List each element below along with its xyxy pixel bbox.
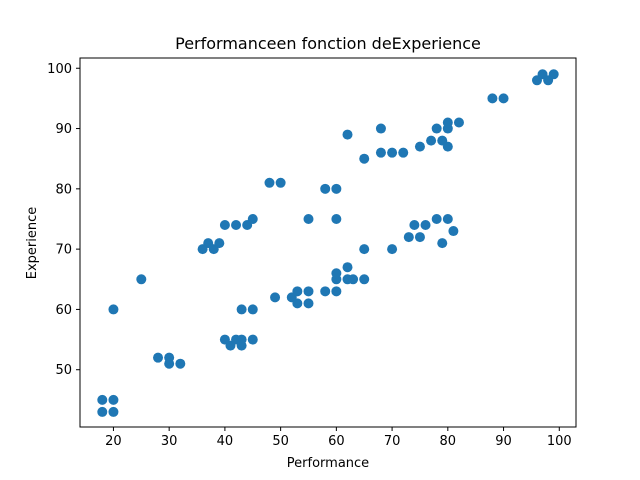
y-axis-label: Experience [25,207,40,280]
data-point [108,394,119,405]
data-point [292,286,303,297]
plot-frame [79,57,577,428]
data-point [409,220,420,231]
data-point [359,274,370,285]
x-axis-label: Performance [287,456,369,471]
data-point [153,352,164,363]
data-point [375,123,386,134]
y-tick-label: 100 [47,62,72,77]
data-point [108,406,119,417]
x-tick-label: 50 [272,434,289,449]
data-point [275,177,286,188]
data-point [214,238,225,249]
data-point [442,141,453,152]
y-tick-label: 50 [55,363,72,378]
data-point [247,304,258,315]
x-tick-label: 20 [105,434,122,449]
data-point [548,69,559,80]
x-tick-label: 90 [495,434,512,449]
data-point [136,274,147,285]
data-point [97,406,108,417]
data-point [236,340,247,351]
data-point [414,141,425,152]
data-point [292,298,303,309]
data-point [342,262,353,273]
data-point [219,220,230,231]
y-tick-label: 90 [55,122,72,137]
data-point [247,213,258,224]
x-tick-label: 30 [161,434,178,449]
data-point [398,147,409,158]
data-point [342,129,353,140]
data-point [264,177,275,188]
data-point [375,147,386,158]
y-tick-label: 70 [55,243,72,258]
data-point [331,213,342,224]
data-point [303,286,314,297]
data-point [387,147,398,158]
data-point [442,117,453,128]
data-point [331,268,342,279]
x-tick-label: 100 [547,434,572,449]
data-point [403,232,414,243]
data-point [414,232,425,243]
x-tick-label: 40 [217,434,234,449]
data-point [108,304,119,315]
data-point [175,358,186,369]
x-axis-ticks: 20 30 40 50 60 70 80 90 100 [105,427,572,449]
data-point [331,286,342,297]
data-point [231,220,242,231]
data-point [164,358,175,369]
data-point [498,93,509,104]
data-point [359,244,370,255]
data-point [97,394,108,405]
data-point [442,213,453,224]
data-point [359,153,370,164]
data-point [303,298,314,309]
data-point [320,286,331,297]
data-points [97,69,559,417]
x-tick-label: 60 [328,434,345,449]
data-point [247,334,258,345]
data-point [420,220,431,231]
x-tick-label: 70 [384,434,401,449]
data-point [331,183,342,194]
y-tick-label: 80 [55,182,72,197]
data-point [236,304,247,315]
data-point [426,135,437,146]
data-point [487,93,498,104]
data-point [270,292,281,303]
y-axis-ticks: 50 60 70 80 90 100 [47,62,80,378]
data-point [387,244,398,255]
chart-title: Performanceen fonction deExperience [175,34,481,53]
data-point [431,123,442,134]
data-point [303,213,314,224]
data-point [453,117,464,128]
x-tick-label: 80 [440,434,457,449]
data-point [437,238,448,249]
data-point [431,213,442,224]
data-point [348,274,359,285]
data-point [320,183,331,194]
data-point [448,226,459,237]
y-tick-label: 60 [55,303,72,318]
